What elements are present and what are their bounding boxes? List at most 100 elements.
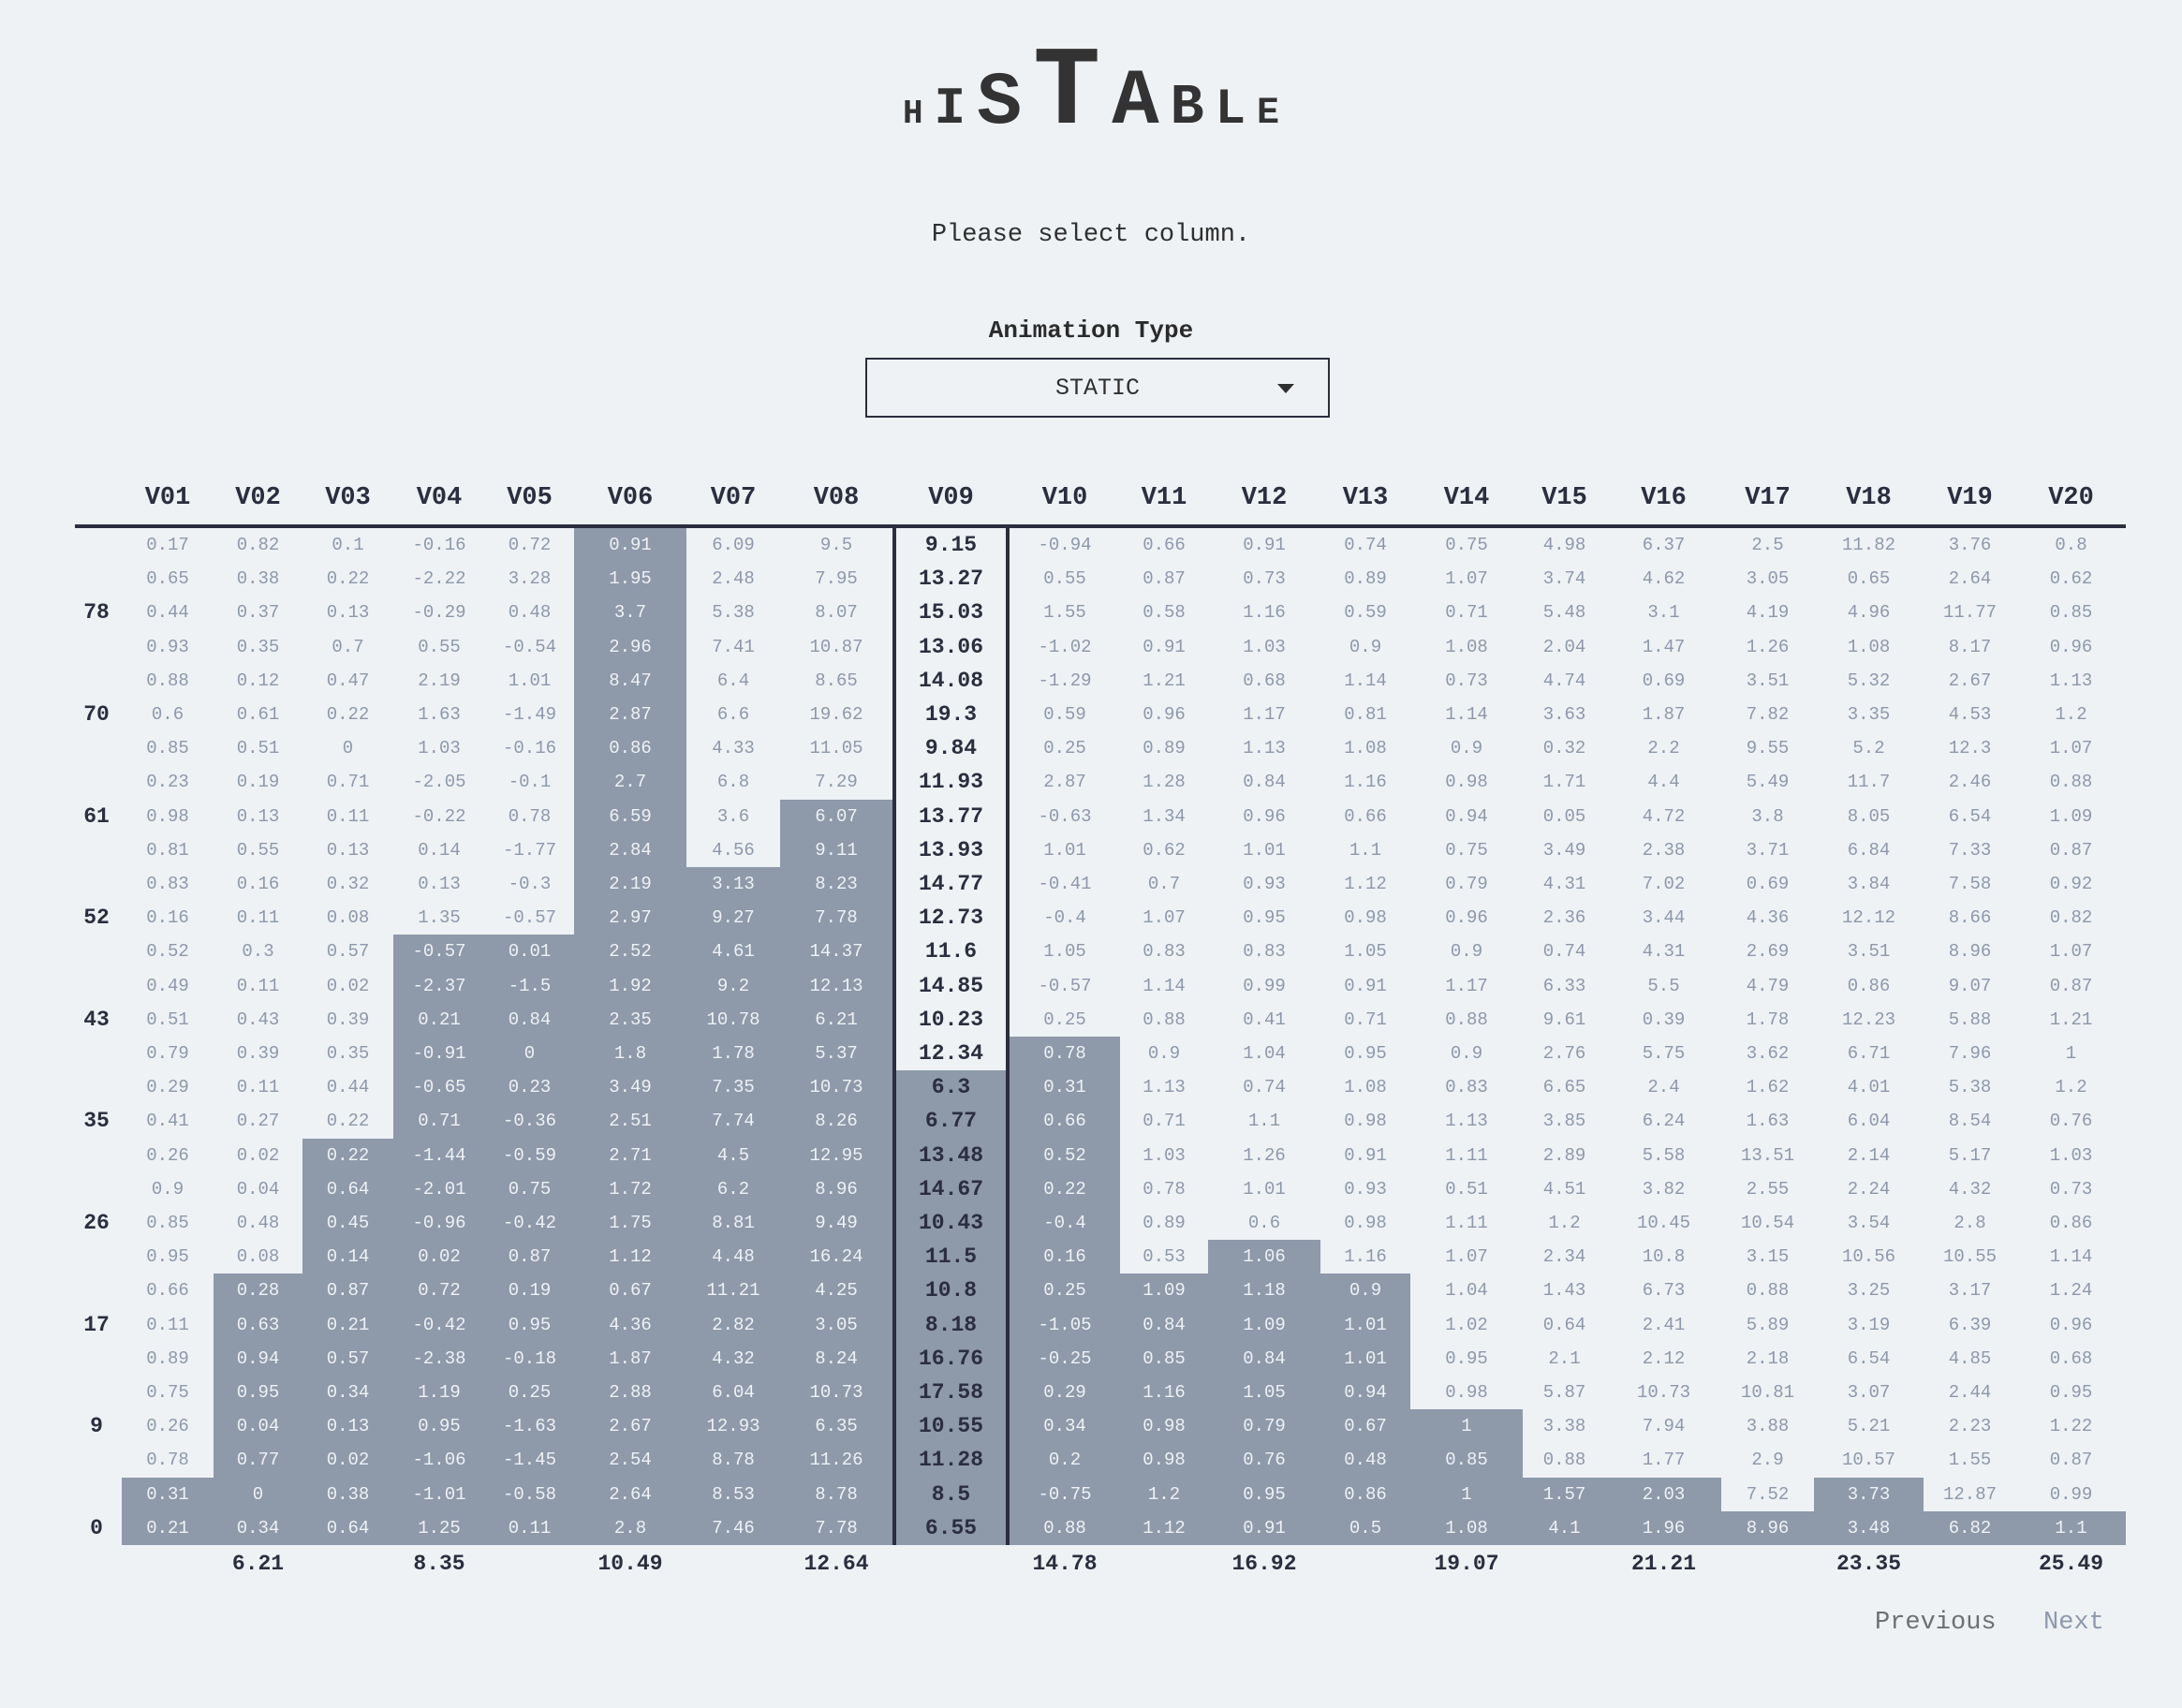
table-cell: 1.08 <box>1410 1510 1523 1545</box>
table-cell: 0.98 <box>1120 1443 1208 1478</box>
column-v17[interactable]: 2.5 3.05 4.19 1.26 3.51 7.82 9.55 5.49 3.8 3.71 0.… <box>1721 528 1814 1545</box>
table-cell: 5.38 <box>1948 1077 1992 1098</box>
column-v03[interactable]: 0.1 0.22 0.13 0.7 0.47 0.22 0 0.71 0.11 0.13 0.32 0… <box>302 528 393 1545</box>
column-header-v16[interactable]: V16 <box>1641 484 1687 512</box>
column-v16[interactable]: 6.37 4.62 3.1 1.47 0.69 1.87 2.2 4.4 4.72 2.38 7.0… <box>1606 528 1721 1545</box>
column-header-v09[interactable]: V09 <box>928 484 974 512</box>
column-header-v17[interactable]: V17 <box>1745 484 1791 512</box>
column-v10[interactable]: -0.94 0.55 1.55 -1.02 -1.29 0.59 0.25 2.87 -0.63… <box>1010 528 1120 1545</box>
column-header-v10[interactable]: V10 <box>1041 484 1088 512</box>
table-cell: 8.47 <box>574 663 686 698</box>
table-cell: -1.63 <box>485 1409 574 1444</box>
table-cell: 10.55 <box>896 1409 1006 1444</box>
column-header-v06[interactable]: V06 <box>607 484 654 512</box>
table-cell: 5.58 <box>1642 1144 1686 1166</box>
table-cell: 2.46 <box>1948 772 1992 793</box>
table-cell: 0.11 <box>485 1510 574 1545</box>
column-v13[interactable]: 0.74 0.89 0.59 0.9 1.14 0.81 1.08 1.16 0.66 1.1 1.… <box>1320 528 1410 1545</box>
column-v07[interactable]: 6.09 2.48 5.38 7.41 6.4 6.6 4.33 6.8 3.6 4.56 3.13… <box>686 528 780 1545</box>
table-cell: 7.35 <box>686 1070 780 1105</box>
column-v14[interactable]: 0.75 1.07 0.71 1.08 0.73 1.14 0.9 0.98 0.94 0.75 0… <box>1410 528 1523 1545</box>
table-cell: -0.22 <box>412 805 466 827</box>
table-cell: 0.95 <box>485 1307 574 1342</box>
table-cell: 2.4 <box>1647 1077 1680 1098</box>
column-header-v04[interactable]: V04 <box>416 484 463 512</box>
column-v01[interactable]: 0.17 0.65 0.44 0.93 0.88 0.6 0.85 0.23 0.98 0.81 0… <box>122 528 214 1545</box>
title-letter: H <box>902 95 923 133</box>
table-cell: 0.5 <box>1320 1510 1410 1545</box>
column-v19[interactable]: 3.76 2.64 11.77 8.17 2.67 4.53 12.3 2.46 6.54 7.3… <box>1924 528 2016 1545</box>
table-cell: 1.01 <box>1043 839 1086 861</box>
table-cell: 0.82 <box>236 535 280 556</box>
column-header-v11[interactable]: V11 <box>1141 484 1187 512</box>
table-cell: 8.26 <box>780 1104 892 1139</box>
table-cell: 0.22 <box>326 704 370 726</box>
table-cell: 16.76 <box>896 1341 1006 1376</box>
table-cell: 0.82 <box>2049 907 2093 929</box>
table-cell: 0.08 <box>326 907 370 929</box>
table-cell: 0.91 <box>1344 975 1387 996</box>
table-cell: 11.6 <box>924 939 978 964</box>
table-cell: 1.63 <box>1746 1111 1790 1132</box>
table-cell: 0.16 <box>1010 1240 1120 1274</box>
animation-type-select[interactable]: STATIC <box>865 358 1330 418</box>
table-cell: 8.78 <box>780 1477 892 1511</box>
column-v20[interactable]: 0.8 0.62 0.85 0.96 1.13 1.2 1.07 0.88 1.09 0.87 0.… <box>2016 528 2126 1545</box>
column-header-v07[interactable]: V07 <box>710 484 757 512</box>
table-cell: 1.07 <box>1445 1246 1488 1268</box>
table-cell: 1.26 <box>1746 636 1790 657</box>
table-cell: 0.88 <box>1143 1009 1186 1030</box>
table-cell: 3.62 <box>1746 1043 1790 1065</box>
table-cell: 13.48 <box>896 1138 1006 1172</box>
column-v09[interactable]: 9.15 13.27 15.03 13.06 14.08 19.3 9.84 11.93 13.… <box>892 528 1010 1545</box>
column-header-v13[interactable]: V13 <box>1342 484 1389 512</box>
table-cell: 2.69 <box>1746 941 1790 963</box>
column-v11[interactable]: 0.66 0.87 0.58 0.91 1.21 0.96 0.89 1.28 1.34 0.62… <box>1120 528 1208 1545</box>
table-cell: 3.25 <box>1847 1280 1891 1302</box>
table-cell: 1.19 <box>393 1376 485 1410</box>
table-cell: 13.51 <box>1740 1144 1794 1166</box>
table-cell: 1.25 <box>393 1510 485 1545</box>
column-header-v18[interactable]: V18 <box>1846 484 1892 512</box>
table-cell: 0.96 <box>1445 907 1488 929</box>
column-header-v01[interactable]: V01 <box>144 484 191 512</box>
table-cell: 0.52 <box>1010 1138 1120 1172</box>
previous-button[interactable]: Previous <box>1875 1609 1997 1637</box>
column-header-v15[interactable]: V15 <box>1541 484 1587 512</box>
column-header-v12[interactable]: V12 <box>1241 484 1288 512</box>
column-header-v14[interactable]: V14 <box>1443 484 1490 512</box>
column-v18[interactable]: 11.82 0.65 4.96 1.08 5.32 3.35 5.2 11.7 8.05 6.84… <box>1814 528 1924 1545</box>
column-v12[interactable]: 0.91 0.73 1.16 1.03 0.68 1.17 1.13 0.84 0.96 1.01… <box>1208 528 1320 1545</box>
table-cell: 0.35 <box>326 1043 370 1065</box>
table-cell: 10.8 <box>896 1274 1006 1308</box>
table-cell: 9.11 <box>780 832 892 867</box>
table-cell: 4.36 <box>1746 907 1790 929</box>
table-cell: 0.87 <box>485 1240 574 1274</box>
column-v02[interactable]: 0.82 0.38 0.37 0.35 0.12 0.61 0.51 0.19 0.13 0.55… <box>214 528 302 1545</box>
table-cell: 16.24 <box>780 1240 892 1274</box>
table-cell: 0.65 <box>1847 568 1891 590</box>
column-header-v05[interactable]: V05 <box>507 484 553 512</box>
column-v05[interactable]: 0.72 3.28 0.48 -0.54 1.01 -1.49 -0.16 -0.1 0.78 -… <box>485 528 574 1545</box>
table-cell: 2.48 <box>712 568 755 590</box>
column-v08[interactable]: 9.5 7.95 8.07 10.87 8.65 19.62 11.05 7.29 6.07 9.… <box>780 528 892 1545</box>
column-header-v03[interactable]: V03 <box>325 484 371 512</box>
table-cell: 8.65 <box>815 670 858 691</box>
column-header-v20[interactable]: V20 <box>2048 484 2094 512</box>
table-cell: 0.32 <box>326 874 370 895</box>
table-cell: 4.51 <box>1542 1178 1586 1200</box>
column-v06[interactable]: 0.91 1.95 3.7 2.96 8.47 2.87 0.86 2.7 6.59 2.84 2.… <box>574 528 686 1545</box>
table-cell: 7.29 <box>815 772 858 793</box>
column-header-v08[interactable]: V08 <box>813 484 860 512</box>
table-cell: -0.16 <box>502 738 556 759</box>
table-cell: -2.22 <box>412 568 466 590</box>
table-cell: 0.81 <box>1344 704 1387 726</box>
next-button[interactable]: Next <box>2043 1609 2104 1637</box>
table-cell: 0.05 <box>1542 805 1586 827</box>
column-header-v02[interactable]: V02 <box>235 484 281 512</box>
table-cell: 2.7 <box>574 765 686 800</box>
column-v15[interactable]: 4.98 3.74 5.48 2.04 4.74 3.63 0.32 1.71 0.05 3.49… <box>1523 528 1606 1545</box>
column-header-v19[interactable]: V19 <box>1947 484 1993 512</box>
column-v04[interactable]: -0.16 -2.22 -0.29 0.55 2.19 1.63 1.03 -2.05 -0.2… <box>393 528 485 1545</box>
table-cell: 2.71 <box>574 1138 686 1172</box>
